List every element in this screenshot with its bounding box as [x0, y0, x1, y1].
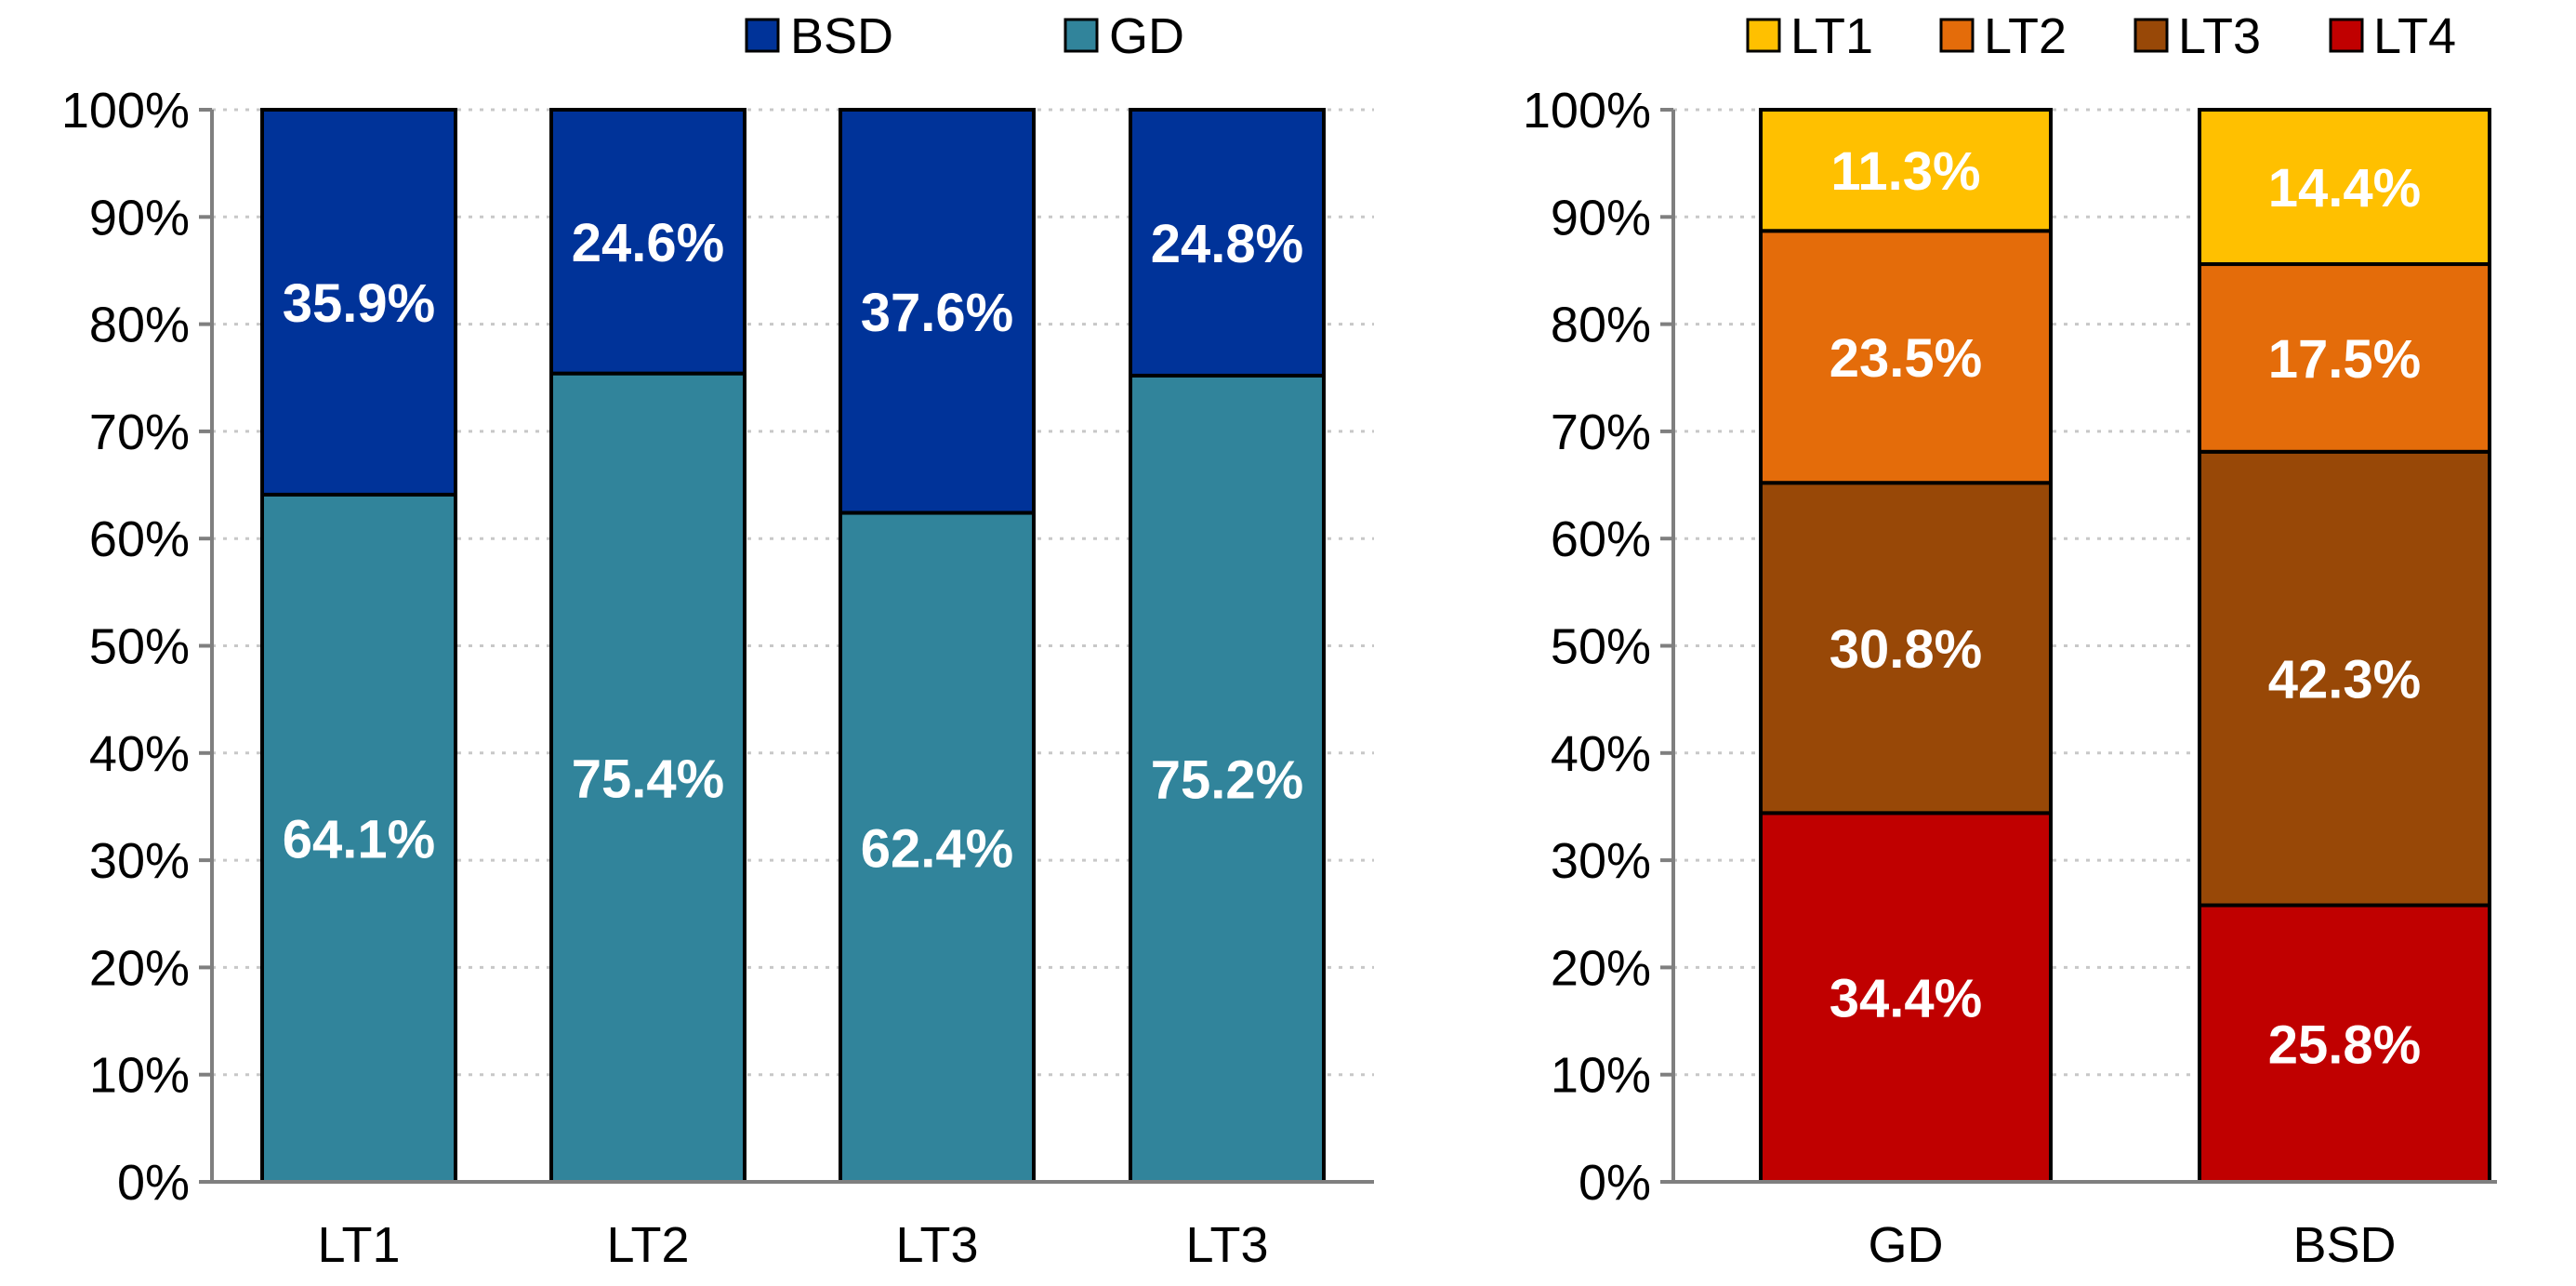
bar-bsd-lt2 [549, 108, 746, 376]
bar-bsd-lt1 [260, 108, 457, 497]
data-label-bsd-lt1: 35.9% [283, 273, 435, 334]
bar-lt2-gd [1759, 229, 2053, 485]
legend-swatch-gd [1063, 18, 1099, 53]
legend-swatch-lt1 [1746, 18, 1781, 53]
y-tick-label: 10% [89, 1048, 190, 1104]
y-tick-label: 60% [1551, 511, 1651, 567]
data-label-gd-lt3: 62.4% [861, 818, 1013, 879]
data-label-lt3-bsd: 42.3% [2268, 650, 2421, 710]
data-label-bsd-lt3: 37.6% [861, 283, 1013, 343]
y-tick-label: 70% [1551, 404, 1651, 460]
y-tick-label: 30% [1551, 833, 1651, 889]
y-tick-label: 30% [89, 833, 190, 889]
data-label-lt4-bsd: 25.8% [2268, 1014, 2421, 1075]
data-label-gd-lt2: 75.4% [572, 749, 724, 809]
bar-lt4-bsd [2198, 903, 2491, 1184]
bar-gd-lt3 [1129, 373, 1326, 1185]
bar-gd-lt2 [549, 371, 746, 1184]
y-tick-label: 50% [1551, 619, 1651, 675]
legend-label-gd: GD [1109, 8, 1184, 64]
y-tick-label: 80% [89, 298, 190, 353]
bar-lt4-gd [1759, 811, 2053, 1184]
data-label-lt2-bsd: 17.5% [2268, 329, 2421, 390]
legend-label-lt2: LT2 [1984, 8, 2067, 64]
bar-bsd-lt3 [839, 108, 1036, 515]
y-tick-label: 10% [1551, 1048, 1651, 1104]
y-tick-label: 20% [89, 940, 190, 996]
bar-lt3-bsd [2198, 449, 2491, 908]
y-tick-label: 50% [89, 619, 190, 675]
legend-label-lt3: LT3 [2178, 8, 2261, 64]
y-tick-label: 40% [89, 726, 190, 782]
chart-right-gd-bsd-composition: 0% 10% 20% 30% 40% 50% 60% 70% 80% 90% 100% 34.4% 30… [1523, 8, 2497, 1273]
y-tick-label: 60% [89, 511, 190, 567]
bar-bsd-lt3 [1129, 108, 1326, 378]
y-tick-label: 100% [1523, 83, 1651, 139]
bar-gd-lt3 [839, 510, 1036, 1184]
data-label-lt3-gd: 30.8% [1830, 619, 1982, 680]
y-tick-label: 100% [61, 83, 190, 139]
data-label-lt1-bsd: 14.4% [2268, 158, 2421, 219]
legend-label-lt1: LT1 [1790, 8, 1873, 64]
y-tick-label: 0% [117, 1155, 190, 1211]
data-label-gd-lt3: 75.2% [1151, 749, 1303, 810]
legend-label-lt4: LT4 [2373, 8, 2456, 64]
x-tick-label: BSD [2292, 1217, 2396, 1273]
y-tick-label: 20% [1551, 940, 1651, 996]
y-tick-label: 90% [89, 190, 190, 245]
data-label-bsd-lt2: 24.6% [572, 213, 724, 273]
y-tick-label: 0% [1579, 1155, 1651, 1211]
y-tick-label: 40% [1551, 726, 1651, 782]
x-tick-label: LT2 [606, 1217, 689, 1273]
legend-swatch-lt2 [1939, 18, 1975, 53]
data-label-lt1-gd: 11.3% [1830, 141, 1980, 202]
y-tick-label: 90% [1551, 190, 1651, 245]
x-tick-label: LT1 [317, 1217, 400, 1273]
x-tick-label: GD [1869, 1217, 1944, 1273]
y-tick-label: 80% [1551, 298, 1651, 353]
bar-lt1-gd [1759, 108, 2053, 233]
chart-left-lt-composition: 0% 10% 20% 30% 40% 50% 60% 70% 80% 90% 100% 64.1% 35… [61, 8, 1374, 1273]
legend-label-bsd: BSD [790, 8, 893, 64]
legend-swatch-bsd [745, 18, 780, 53]
bar-lt3-gd [1759, 481, 2053, 815]
bar-lt1-bsd [2198, 108, 2491, 267]
bar-lt2-bsd [2198, 262, 2491, 454]
data-label-gd-lt1: 64.1% [283, 809, 435, 869]
bar-gd-lt1 [260, 492, 457, 1184]
legend-swatch-lt4 [2329, 18, 2364, 53]
legend-swatch-lt3 [2133, 18, 2169, 53]
x-tick-label: LT3 [895, 1217, 978, 1273]
y-tick-label: 70% [89, 404, 190, 460]
data-label-lt2-gd: 23.5% [1830, 328, 1982, 389]
data-label-bsd-lt3: 24.8% [1151, 214, 1303, 274]
x-tick-label: LT3 [1185, 1217, 1268, 1273]
data-label-lt4-gd: 34.4% [1830, 969, 1982, 1029]
